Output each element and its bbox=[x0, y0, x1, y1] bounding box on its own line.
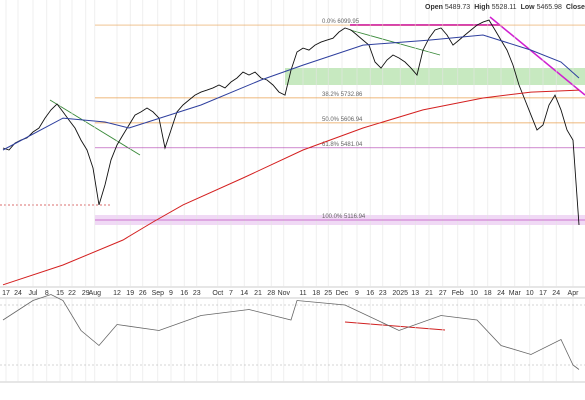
x-tick-label: 23 bbox=[379, 290, 387, 297]
x-tick-label: 23 bbox=[193, 290, 201, 297]
moving-average bbox=[2, 34, 580, 151]
x-tick-label: Apr bbox=[568, 290, 580, 297]
x-tick-label: 8 bbox=[45, 290, 49, 297]
x-tick-label: 10 bbox=[526, 290, 534, 297]
x-tick-label: Mar bbox=[509, 290, 522, 297]
x-tick-label: 24 bbox=[552, 290, 560, 297]
x-tick-label: 24 bbox=[14, 290, 22, 297]
x-tick-label: 21 bbox=[254, 290, 262, 297]
x-tick-label: 18 bbox=[484, 290, 492, 297]
x-tick-label: 15 bbox=[56, 290, 64, 297]
x-tick-label: 9 bbox=[169, 290, 173, 297]
support-zone bbox=[285, 68, 585, 85]
x-tick-label: 27 bbox=[439, 290, 447, 297]
fib-label: 100.0% 5116.94 bbox=[322, 214, 366, 220]
x-tick-label: Aug bbox=[89, 290, 102, 297]
fib-label: 0.0% 6099.95 bbox=[322, 19, 360, 25]
moving-average bbox=[2, 89, 580, 286]
readout-value: 5465.98 bbox=[537, 4, 562, 11]
x-tick-label: 28 bbox=[267, 290, 275, 297]
price-line bbox=[2, 19, 580, 226]
x-tick-label: 24 bbox=[497, 290, 505, 297]
x-tick-label: 26 bbox=[139, 290, 147, 297]
x-tick-label: 22 bbox=[68, 290, 76, 297]
x-tick-label: 9 bbox=[355, 290, 359, 297]
readout-label: Low bbox=[521, 4, 536, 11]
x-tick-label: 10 bbox=[470, 290, 478, 297]
trendline bbox=[344, 321, 446, 331]
x-tick-label: Sep bbox=[152, 290, 165, 297]
x-tick-label: 19 bbox=[126, 290, 134, 297]
x-tick-label: 17 bbox=[539, 290, 547, 297]
readout-label: High bbox=[474, 4, 490, 11]
x-tick-label: Jul bbox=[29, 290, 38, 297]
readout-label: Open bbox=[425, 4, 443, 11]
x-tick-label: 11 bbox=[299, 290, 306, 297]
fib-label: 50.0% 5606.94 bbox=[322, 117, 363, 123]
fib-label: 61.8% 5481.04 bbox=[322, 142, 363, 148]
readout-label: Close bbox=[566, 4, 585, 11]
readout-value: 5489.73 bbox=[445, 4, 470, 11]
readout-value: 5528.11 bbox=[492, 4, 517, 11]
x-tick-label: 29 bbox=[82, 290, 90, 297]
x-tick-label: 14 bbox=[240, 290, 248, 297]
x-tick-label: 16 bbox=[366, 290, 374, 297]
x-tick-label: 21 bbox=[425, 290, 433, 297]
trendline bbox=[489, 16, 585, 96]
rsi-line bbox=[2, 294, 580, 370]
x-tick-label: 12 bbox=[113, 290, 121, 297]
x-tick-label: Nov bbox=[278, 290, 291, 297]
fib-label: 38.2% 5732.86 bbox=[322, 92, 363, 98]
x-tick-label: 17 bbox=[2, 290, 10, 297]
x-tick-label: 2025 bbox=[392, 290, 408, 297]
x-tick-label: 18 bbox=[312, 290, 320, 297]
x-tick-label: 25 bbox=[324, 290, 332, 297]
x-tick-label: 16 bbox=[180, 290, 188, 297]
x-tick-label: Dec bbox=[336, 290, 349, 297]
x-tick-label: Oct bbox=[212, 290, 223, 297]
x-tick-label: 7 bbox=[229, 290, 233, 297]
x-tick-label: 13 bbox=[411, 290, 419, 297]
x-tick-label: Feb bbox=[452, 290, 464, 297]
